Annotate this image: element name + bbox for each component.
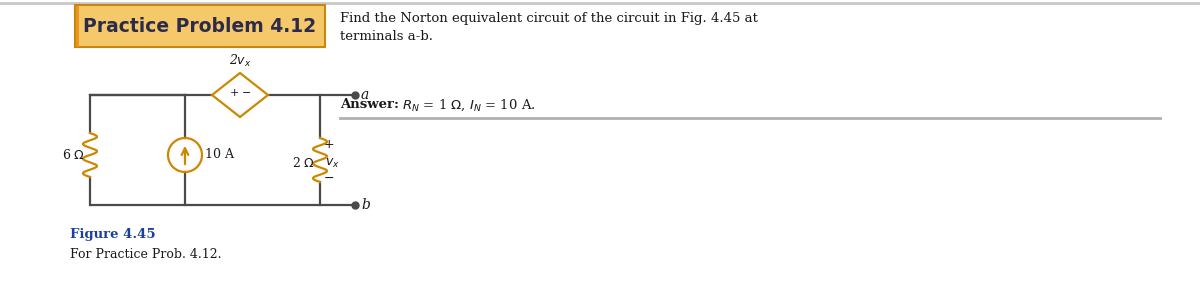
Text: Find the Norton equivalent circuit of the circuit in Fig. 4.45 at: Find the Norton equivalent circuit of th…	[340, 12, 758, 25]
Text: 6 $\Omega$: 6 $\Omega$	[62, 148, 85, 162]
FancyBboxPatch shape	[74, 5, 325, 47]
Text: −: −	[242, 88, 252, 98]
Text: Figure 4.45: Figure 4.45	[70, 228, 156, 241]
Text: $v_x$: $v_x$	[325, 157, 340, 169]
Text: b: b	[361, 198, 370, 212]
Text: $R_N$ = 1 $\Omega$, $I_N$ = 10 A.: $R_N$ = 1 $\Omega$, $I_N$ = 10 A.	[402, 98, 535, 113]
Polygon shape	[212, 73, 268, 117]
Text: 10 A: 10 A	[205, 149, 234, 162]
Text: Answer:: Answer:	[340, 98, 403, 111]
Text: a: a	[361, 88, 370, 102]
Text: terminals a-b.: terminals a-b.	[340, 30, 433, 43]
Text: −: −	[324, 171, 335, 184]
Text: +: +	[324, 138, 335, 151]
Text: For Practice Prob. 4.12.: For Practice Prob. 4.12.	[70, 248, 222, 261]
Text: 2$v_x$: 2$v_x$	[229, 53, 251, 69]
Text: Practice Problem 4.12: Practice Problem 4.12	[84, 17, 317, 36]
Text: +: +	[229, 88, 239, 98]
Text: 2 $\Omega$: 2 $\Omega$	[292, 156, 314, 170]
